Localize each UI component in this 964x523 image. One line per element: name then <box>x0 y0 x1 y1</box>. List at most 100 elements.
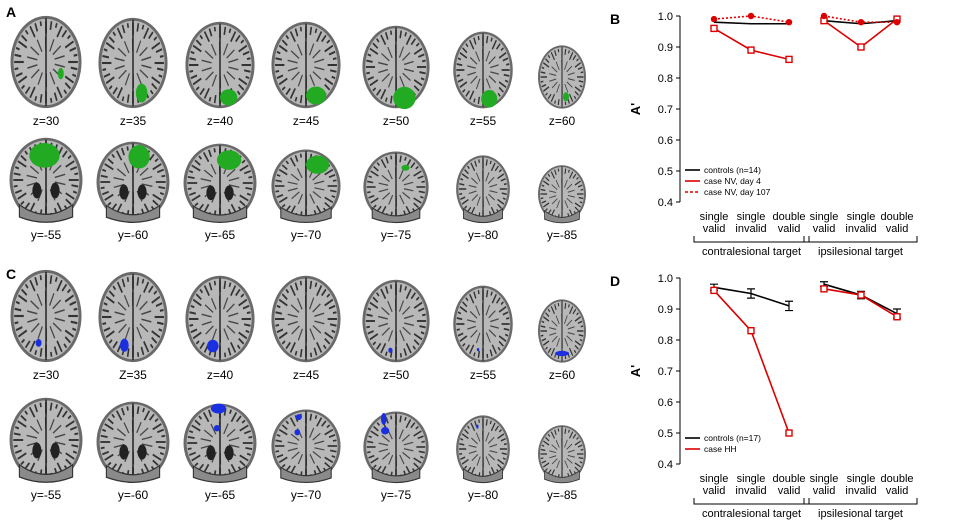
lesion-overlay <box>57 67 64 80</box>
lesion-overlay <box>563 92 569 102</box>
axial-slice-image <box>362 279 430 363</box>
series-line <box>713 27 790 61</box>
slice-label: y=-70 <box>290 488 322 502</box>
series-line <box>713 21 789 25</box>
lesion-overlay <box>481 90 498 108</box>
y-tick-label: 0.9 <box>658 42 673 54</box>
axial-slice <box>537 298 587 369</box>
group-bracket <box>803 498 918 505</box>
legend-label: controls (n=17) <box>704 433 761 443</box>
chart-d: D 1.00.90.80.70.60.50.4A'singlevalidsingl… <box>610 273 918 520</box>
lesion-overlay <box>476 424 479 429</box>
coronal-slice-image <box>183 403 257 483</box>
lesion-overlay <box>295 414 302 421</box>
legend-label: controls (n=14) <box>704 165 761 175</box>
x-tick-label: single <box>700 473 729 485</box>
panel-letter-c: C <box>6 266 17 282</box>
axial-slice-image <box>362 25 430 110</box>
coronal-slice-image <box>183 143 257 223</box>
group-bracket <box>803 236 918 243</box>
axial-slice <box>97 270 169 369</box>
x-tick-label: double <box>880 211 913 223</box>
data-point <box>857 291 865 299</box>
coronal-slice <box>455 414 511 489</box>
y-tick-label: 0.7 <box>658 366 673 378</box>
coronal-slice-image <box>9 137 83 223</box>
y-tick-label: 0.6 <box>658 135 673 147</box>
coronal-slice-image <box>538 425 586 484</box>
y-tick-label: 0.7 <box>658 104 673 116</box>
axial-slice <box>537 44 587 115</box>
axial-slice <box>9 14 83 115</box>
coronal-slice-image <box>538 165 586 224</box>
data-point <box>785 55 793 64</box>
axial-slice <box>361 278 431 369</box>
legend-label: case NV, day 107 <box>704 187 771 197</box>
slice-label: z=45 <box>292 114 320 128</box>
x-tick-label: invalid <box>845 223 876 235</box>
x-tick-label: valid <box>778 485 801 497</box>
data-point <box>893 313 901 321</box>
panel-letter-a: A <box>6 4 17 20</box>
lesion-overlay <box>207 339 219 353</box>
panel-letter: B <box>610 11 620 27</box>
slice-label: y=-80 <box>467 488 499 502</box>
axial-slice-image <box>98 271 168 363</box>
data-point <box>857 19 865 26</box>
slice-label: z=50 <box>382 368 410 382</box>
axial-slice-image <box>271 21 341 109</box>
slice-label: y=-55 <box>30 228 62 242</box>
group-label: contralesional target <box>702 508 801 520</box>
coronal-slice <box>537 164 587 229</box>
lesion-overlay <box>294 429 301 436</box>
x-tick-label: single <box>847 211 876 223</box>
data-point <box>893 19 901 26</box>
slice-label: y=-70 <box>290 228 322 242</box>
coronal-slice-image <box>271 409 341 484</box>
axial-slice-image <box>538 299 586 363</box>
x-tick-label: valid <box>813 485 836 497</box>
slice-label: y=-55 <box>30 488 62 502</box>
lesion-overlay <box>210 403 227 414</box>
axial-slice <box>9 268 83 369</box>
legend-label: case HH <box>704 444 737 454</box>
slice-label: z=40 <box>206 368 234 382</box>
slice-label: y=-75 <box>380 488 412 502</box>
x-tick-label: invalid <box>845 485 876 497</box>
axial-slice-image <box>98 17 168 109</box>
x-tick-label: invalid <box>735 485 766 497</box>
data-point <box>710 286 718 295</box>
y-tick-label: 0.9 <box>658 304 673 316</box>
coronal-slice-image <box>456 155 510 224</box>
group-bracket <box>693 498 810 505</box>
slice-label: y=-60 <box>117 228 149 242</box>
x-tick-label: single <box>847 473 876 485</box>
chart-b: B 1.00.90.80.70.60.50.4A'singlevalidsingl… <box>610 11 918 258</box>
data-point <box>785 429 793 437</box>
data-point <box>710 24 718 33</box>
data-point <box>747 326 755 335</box>
slice-label: y=-60 <box>117 488 149 502</box>
x-tick-label: double <box>880 473 913 485</box>
slice-label: z=30 <box>32 368 60 382</box>
x-tick-label: valid <box>886 223 909 235</box>
slice-label: y=-65 <box>204 228 236 242</box>
x-tick-label: single <box>810 473 839 485</box>
coronal-slice <box>182 142 258 229</box>
x-tick-label: valid <box>703 485 726 497</box>
error-bar <box>747 288 755 299</box>
axial-slice-image <box>185 275 255 363</box>
coronal-slice-image <box>9 397 83 483</box>
axial-slice <box>270 20 342 115</box>
axial-slice-image <box>453 31 513 109</box>
axial-slice-image <box>10 15 82 109</box>
coronal-slice <box>362 410 430 489</box>
y-tick-label: 0.6 <box>658 397 673 409</box>
group-label: contralesional target <box>702 246 801 258</box>
error-bar <box>785 300 793 312</box>
x-tick-label: single <box>737 211 766 223</box>
coronal-slice <box>8 396 84 489</box>
axial-slice <box>452 284 514 369</box>
legend-label: case NV, day 4 <box>704 176 761 186</box>
x-tick-label: single <box>810 211 839 223</box>
